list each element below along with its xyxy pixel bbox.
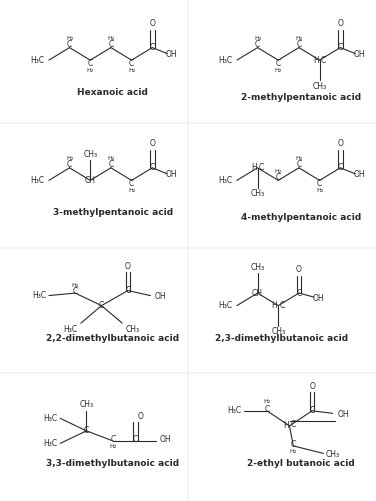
Text: C: C	[84, 426, 89, 435]
Text: 2-ethyl butanoic acid: 2-ethyl butanoic acid	[247, 459, 355, 468]
Text: C: C	[276, 59, 281, 68]
Text: H: H	[283, 421, 289, 430]
Text: C: C	[291, 440, 296, 449]
Text: C: C	[296, 160, 302, 169]
Text: O: O	[337, 139, 343, 148]
Text: OH: OH	[155, 292, 166, 301]
Text: 4-methylpentanoic acid: 4-methylpentanoic acid	[241, 213, 361, 222]
Text: H₃C: H₃C	[218, 176, 232, 185]
Text: H₂: H₂	[66, 36, 73, 41]
Text: CH₃: CH₃	[250, 189, 265, 198]
Text: C: C	[255, 40, 260, 49]
Text: H₂: H₂	[71, 283, 79, 288]
Text: H₂: H₂	[128, 188, 135, 193]
Text: H₃C: H₃C	[64, 325, 78, 334]
Text: CH₃: CH₃	[79, 400, 94, 409]
Text: C: C	[67, 40, 72, 49]
Text: C: C	[276, 173, 281, 182]
Text: C: C	[73, 287, 78, 296]
Text: 2,2-dimethylbutanoic acid: 2,2-dimethylbutanoic acid	[46, 334, 179, 343]
Text: CH: CH	[252, 289, 263, 298]
Text: C: C	[99, 301, 104, 310]
Text: CH₃: CH₃	[125, 325, 139, 334]
Text: H₂: H₂	[263, 399, 271, 404]
Text: H₃C: H₃C	[44, 439, 58, 448]
Text: H: H	[271, 301, 277, 310]
Text: C: C	[279, 301, 285, 310]
Text: C: C	[108, 160, 114, 169]
Text: OH: OH	[313, 294, 324, 303]
Text: O: O	[309, 382, 315, 391]
Text: H: H	[313, 56, 319, 65]
Text: O: O	[138, 412, 144, 421]
Text: H₃C: H₃C	[218, 56, 232, 65]
Text: O: O	[296, 265, 302, 274]
Text: C: C	[296, 289, 302, 298]
Text: C: C	[291, 420, 296, 429]
Text: C: C	[264, 405, 270, 414]
Text: 2,3-dimethylbutanoic acid: 2,3-dimethylbutanoic acid	[215, 334, 349, 343]
Text: H₃C: H₃C	[218, 301, 232, 310]
Text: H₂: H₂	[86, 68, 94, 73]
Text: H₂: H₂	[274, 68, 282, 73]
Text: O: O	[149, 139, 155, 148]
Text: H: H	[251, 163, 257, 172]
Text: H₃C: H₃C	[44, 414, 58, 423]
Text: OH: OH	[166, 170, 177, 179]
Text: C: C	[259, 163, 264, 172]
Text: C: C	[150, 43, 155, 52]
Text: H₂: H₂	[295, 36, 303, 41]
Text: C: C	[129, 179, 134, 188]
Text: OH: OH	[354, 50, 365, 59]
Text: H₂: H₂	[128, 68, 135, 73]
Text: C: C	[296, 40, 302, 49]
Text: C: C	[321, 56, 326, 65]
Text: C: C	[67, 160, 72, 169]
Text: H₃C: H₃C	[30, 176, 44, 185]
Text: H₃C: H₃C	[32, 291, 47, 300]
Text: H₂: H₂	[274, 169, 282, 174]
Text: CH₃: CH₃	[271, 327, 285, 336]
Text: H₃C: H₃C	[227, 406, 241, 415]
Text: 3-methylpentanoic acid: 3-methylpentanoic acid	[53, 208, 173, 217]
Text: O: O	[125, 262, 131, 271]
Text: C: C	[338, 43, 343, 52]
Text: C: C	[317, 179, 322, 188]
Text: C: C	[133, 435, 138, 444]
Text: H₂: H₂	[295, 156, 303, 161]
Text: H₂: H₂	[107, 36, 115, 41]
Text: OH: OH	[160, 435, 171, 444]
Text: H₂: H₂	[290, 449, 297, 454]
Text: H₂: H₂	[254, 36, 261, 41]
Text: CH₃: CH₃	[250, 263, 265, 272]
Text: C: C	[309, 406, 315, 415]
Text: H₂: H₂	[109, 444, 117, 449]
Text: C: C	[129, 59, 134, 68]
Text: C: C	[338, 163, 343, 172]
Text: H₂: H₂	[107, 156, 115, 161]
Text: OH: OH	[354, 170, 365, 179]
Text: H₃C: H₃C	[30, 56, 44, 65]
Text: OH: OH	[166, 50, 177, 59]
Text: H₂: H₂	[66, 156, 73, 161]
Text: C: C	[125, 286, 130, 295]
Text: O: O	[149, 19, 155, 28]
Text: H₂: H₂	[316, 188, 323, 193]
Text: CH₃: CH₃	[326, 450, 340, 459]
Text: Hexanoic acid: Hexanoic acid	[77, 88, 148, 97]
Text: CH₃: CH₃	[312, 82, 327, 91]
Text: 3,3-dimethylbutanoic acid: 3,3-dimethylbutanoic acid	[46, 459, 179, 468]
Text: O: O	[337, 19, 343, 28]
Text: C: C	[88, 59, 93, 68]
Text: CH: CH	[85, 176, 96, 185]
Text: OH: OH	[338, 410, 349, 419]
Text: 2-methylpentanoic acid: 2-methylpentanoic acid	[241, 93, 361, 102]
Text: C: C	[110, 435, 115, 444]
Text: CH₃: CH₃	[83, 150, 97, 159]
Text: C: C	[108, 40, 114, 49]
Text: C: C	[150, 163, 155, 172]
